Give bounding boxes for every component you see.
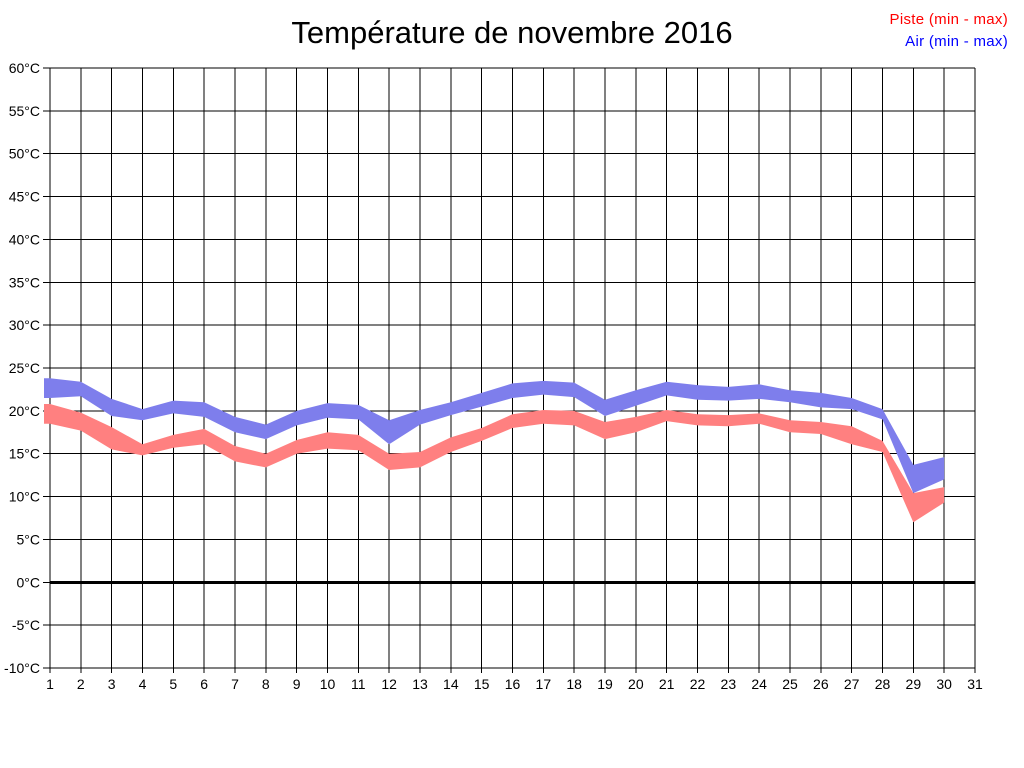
band-air (44, 378, 945, 494)
svg-text:31: 31 (967, 676, 983, 692)
legend: Piste (min - max) Air (min - max) (890, 9, 1008, 53)
svg-text:23: 23 (721, 676, 737, 692)
svg-text:25: 25 (782, 676, 798, 692)
svg-text:15°C: 15°C (9, 446, 40, 462)
svg-text:50°C: 50°C (9, 146, 40, 162)
svg-text:13: 13 (412, 676, 428, 692)
svg-text:14: 14 (443, 676, 459, 692)
svg-text:15: 15 (474, 676, 490, 692)
svg-text:12: 12 (381, 676, 397, 692)
svg-text:40°C: 40°C (9, 231, 40, 247)
svg-text:0°C: 0°C (17, 574, 41, 590)
svg-text:8: 8 (262, 676, 270, 692)
svg-text:1: 1 (46, 676, 54, 692)
svg-text:55°C: 55°C (9, 103, 40, 119)
page-title: Température de novembre 2016 (291, 15, 733, 50)
svg-text:45°C: 45°C (9, 189, 40, 205)
svg-text:25°C: 25°C (9, 360, 40, 376)
svg-text:5°C: 5°C (17, 531, 41, 547)
legend-item-air: Air (min - max) (905, 33, 1008, 50)
svg-text:18: 18 (566, 676, 582, 692)
svg-text:6: 6 (200, 676, 208, 692)
svg-text:3: 3 (108, 676, 116, 692)
svg-text:9: 9 (293, 676, 301, 692)
svg-text:16: 16 (505, 676, 521, 692)
svg-text:17: 17 (536, 676, 552, 692)
svg-text:24: 24 (751, 676, 767, 692)
y-axis-tick-labels: -10°C -5°C 0°C 5°C 10°C 15°C 20°C 25°C 30°C 35°C 4… (4, 60, 40, 676)
svg-text:11: 11 (351, 676, 366, 692)
svg-text:2: 2 (77, 676, 85, 692)
svg-text:20°C: 20°C (9, 403, 40, 419)
svg-text:19: 19 (597, 676, 613, 692)
x-axis-tick-labels: 1 2 3 4 5 6 7 8 9 10 11 12 13 14 15 16 17 18 19 20 21 22 23 24 2… (46, 676, 983, 692)
svg-text:10°C: 10°C (9, 489, 40, 505)
svg-text:28: 28 (875, 676, 891, 692)
svg-text:20: 20 (628, 676, 644, 692)
svg-text:7: 7 (231, 676, 239, 692)
svg-text:5: 5 (169, 676, 177, 692)
svg-text:21: 21 (659, 676, 675, 692)
svg-text:-10°C: -10°C (4, 660, 40, 676)
svg-text:30°C: 30°C (9, 317, 40, 333)
svg-text:29: 29 (906, 676, 922, 692)
band-piste (44, 404, 945, 523)
grid-lines (49, 67, 976, 669)
svg-text:4: 4 (139, 676, 147, 692)
svg-text:22: 22 (690, 676, 706, 692)
svg-text:35°C: 35°C (9, 274, 40, 290)
svg-text:27: 27 (844, 676, 860, 692)
svg-text:60°C: 60°C (9, 60, 40, 76)
svg-text:26: 26 (813, 676, 829, 692)
svg-text:-5°C: -5°C (12, 617, 40, 633)
legend-item-piste: Piste (min - max) (889, 11, 1008, 28)
svg-text:10: 10 (320, 676, 336, 692)
svg-text:30: 30 (936, 676, 952, 692)
